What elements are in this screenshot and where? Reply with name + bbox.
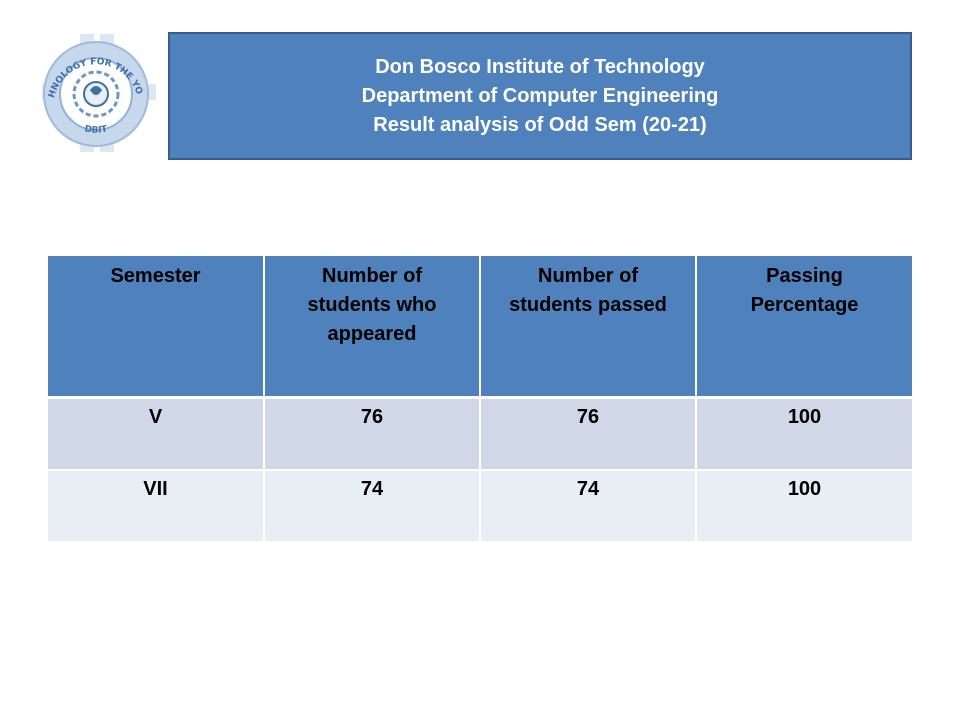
column-header-passed: Number of students passed: [480, 256, 697, 399]
dbit-logo-emblem: TECHNOLOGY FOR THE YOUNG DBIT: [36, 25, 156, 152]
title-banner: Don Bosco Institute of Technology Depart…: [168, 32, 912, 160]
table-header-row: Semester Number of students who appeared…: [48, 256, 912, 399]
cell-appeared: 76: [264, 397, 481, 471]
column-header-semester: Semester: [48, 256, 265, 399]
column-header-passing-percentage: Passing Percentage: [696, 256, 912, 399]
result-analysis-table: Semester Number of students who appeared…: [48, 256, 912, 543]
cell-passed: 76: [480, 397, 697, 471]
report-title: Result analysis of Odd Sem (20-21): [373, 113, 707, 136]
institute-name: Don Bosco Institute of Technology: [375, 55, 705, 78]
cell-semester: V: [48, 397, 265, 471]
cell-passed: 74: [480, 470, 697, 543]
logo-ring-text-bottom: DBIT: [84, 124, 110, 136]
cell-passing-percentage: 100: [696, 397, 912, 471]
cell-appeared: 74: [264, 470, 481, 543]
column-header-appeared: Number of students who appeared: [264, 256, 481, 399]
department-name: Department of Computer Engineering: [361, 84, 719, 107]
cell-semester: VII: [48, 470, 265, 543]
dbit-logo: TECHNOLOGY FOR THE YOUNG DBIT: [36, 25, 158, 154]
table-row: VII 74 74 100: [48, 470, 912, 543]
table-row: V 76 76 100: [48, 397, 912, 471]
cell-passing-percentage: 100: [696, 470, 912, 543]
